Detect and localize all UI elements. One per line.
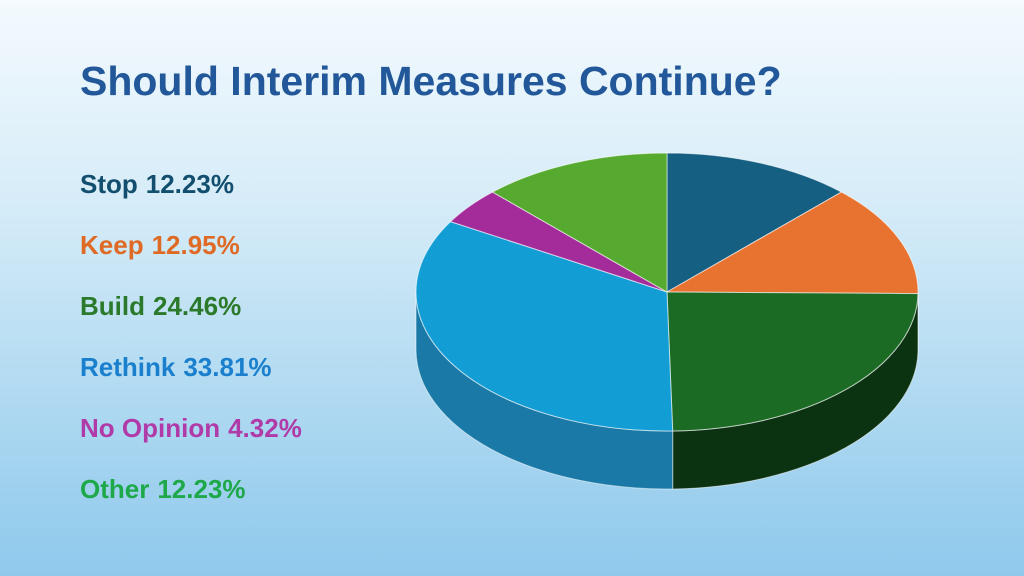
legend-item-build: Build 24.46% [80, 288, 302, 349]
legend-item-stop: Stop 12.23% [80, 166, 302, 227]
legend-value: 33.81% [183, 352, 272, 382]
legend-item-other: Other 12.23% [80, 471, 302, 532]
legend-value: 24.46% [153, 291, 242, 321]
legend-label: Other [80, 474, 150, 504]
pie-slice-keep [665, 191, 919, 295]
legend-label: Keep [80, 230, 144, 260]
legend-label: No Opinion [80, 413, 221, 443]
chart-title: Should Interim Measures Continue? [80, 58, 782, 104]
legend: Stop 12.23% Keep 12.95% Build 24.46% Rethin… [80, 166, 302, 532]
pie-slice-stop [666, 152, 843, 293]
legend-label: Rethink [80, 352, 176, 382]
legend-value: 4.32% [228, 413, 302, 443]
pie-top [415, 152, 919, 432]
pie-slice-build [666, 291, 919, 432]
legend-item-keep: Keep 12.95% [80, 227, 302, 288]
legend-item-rethink: Rethink 33.81% [80, 349, 302, 410]
legend-value: 12.95% [151, 230, 240, 260]
legend-label: Stop [80, 169, 138, 199]
pie-slice-other [491, 152, 668, 293]
legend-item-no-opinion: No Opinion 4.32% [80, 410, 302, 471]
pie-slice-rethink [415, 221, 674, 432]
legend-label: Build [80, 291, 145, 321]
legend-value: 12.23% [157, 474, 246, 504]
legend-value: 12.23% [145, 169, 234, 199]
